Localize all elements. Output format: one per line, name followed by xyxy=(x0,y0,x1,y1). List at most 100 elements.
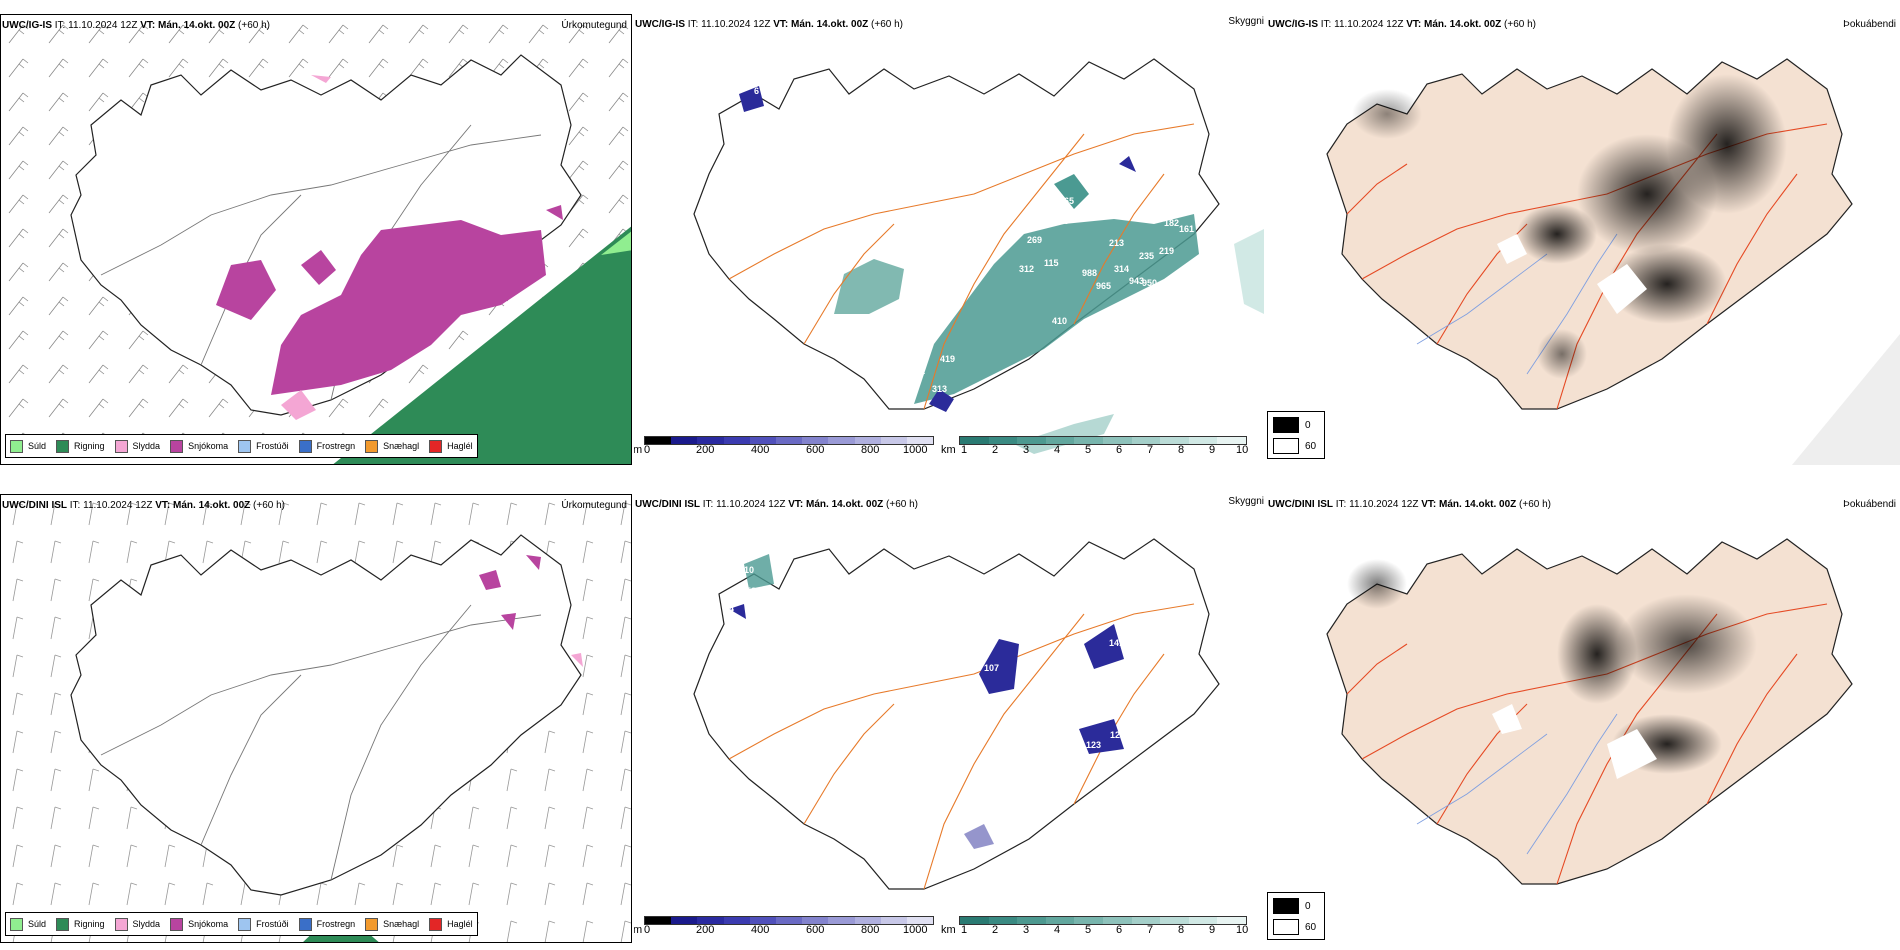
elevation-label: 235 xyxy=(1139,251,1154,261)
legend-item: Snjókoma xyxy=(170,917,228,931)
panel-header: UWC/DINI ISL IT: 11.10.2024 12Z VT: Mán.… xyxy=(2,500,286,511)
legend-swatch xyxy=(170,917,184,931)
panel-header: UWC/DINI ISL IT: 11.10.2024 12Z VT: Mán.… xyxy=(635,499,919,510)
elevation-label: 313 xyxy=(932,384,947,394)
elevation-label: 300 xyxy=(999,193,1014,203)
colorbar-tick: 2 xyxy=(992,444,999,456)
colorbar-tick: 1000 xyxy=(903,444,928,456)
colorbar-unit: m xyxy=(634,924,643,936)
visibility-panel-row1: 691 419 313 410 306 988 965 943 950 314 … xyxy=(634,14,1264,465)
legend-item: Snjókoma xyxy=(170,439,228,453)
legend-swatch xyxy=(56,917,70,931)
elevation-label: 6 xyxy=(754,86,759,96)
panel-header: UWC/IG-IS IT: 11.10.2024 12Z VT: Mán. 14… xyxy=(1268,19,1537,30)
precip-type-map xyxy=(1,15,631,464)
colorbar-tick: 200 xyxy=(696,444,715,456)
precip-type-map xyxy=(1,495,631,942)
colorbar-tick: 6 xyxy=(1116,924,1123,936)
elevation-label: 11 xyxy=(740,116,750,126)
legend-item: Súld xyxy=(10,439,46,453)
snow-area xyxy=(479,570,501,590)
elevation-label: 123 xyxy=(1086,740,1101,750)
elevation-label: 14 xyxy=(724,604,734,614)
fog-legend-row1: 0 60 xyxy=(1267,411,1325,459)
colorbar-segment xyxy=(1045,917,1075,924)
elevation-label: 119 xyxy=(977,238,992,248)
height-colorbar: m 0 200 400 600 800 1000 xyxy=(634,436,934,456)
colorbar-unit: km xyxy=(941,924,956,936)
elevation-label: 580 xyxy=(746,586,761,596)
elevation-label: 965 xyxy=(1096,281,1111,291)
panel-header: UWC/DINI ISL IT: 11.10.2024 12Z VT: Mán.… xyxy=(1268,499,1552,510)
elevation-label: 207 xyxy=(961,246,976,256)
colorbar-tick: 9 xyxy=(1209,924,1216,936)
colorbar-segment xyxy=(960,437,989,444)
precip-type-panel-row2: UWC/DINI ISL IT: 11.10.2024 12Z VT: Mán.… xyxy=(0,494,632,943)
elevation-label: 419 xyxy=(940,354,955,364)
elevation-label: 10 xyxy=(744,565,754,575)
legend-swatch xyxy=(56,439,70,453)
elevation-label: 141 xyxy=(1109,638,1124,648)
colorbar-segment xyxy=(1045,437,1075,444)
colorbar-segment xyxy=(828,437,855,444)
colorbar-segment xyxy=(723,437,750,444)
iceland-outline xyxy=(70,54,582,416)
colorbar-segment xyxy=(854,917,881,924)
legend-swatch xyxy=(170,439,184,453)
colorbar-segment xyxy=(906,917,934,924)
colorbar-tick: 7 xyxy=(1147,924,1154,936)
snow-area xyxy=(271,220,546,395)
colorbar-tick: 400 xyxy=(751,444,770,456)
legend-item: Frostúði xyxy=(238,439,289,453)
colorbar-segment xyxy=(1131,437,1161,444)
legend-swatch xyxy=(365,439,379,453)
legend-item: Snæhagl xyxy=(365,439,419,453)
panel-title: Úrkomutegund xyxy=(561,500,627,511)
elevation-label: 943 xyxy=(1129,276,1144,286)
visibility-map: 107 123 125 10 580 14 141 45 1 3 xyxy=(693,538,1220,890)
colorbar-segment xyxy=(749,437,776,444)
legend-swatch xyxy=(10,439,23,453)
visibility-panel-row2: 107 123 125 10 580 14 141 45 1 3 UWC/DIN… xyxy=(634,494,1264,944)
colorbar-segment xyxy=(828,917,855,924)
colorbar-segment xyxy=(775,437,803,444)
elevation-label: 691 xyxy=(910,366,925,376)
colorbar-tick: 400 xyxy=(751,924,770,936)
colorbar-segment xyxy=(1102,917,1132,924)
legend-item: Frostregn xyxy=(298,917,355,931)
colorbar-segment xyxy=(802,917,829,924)
panel-title: Skyggni xyxy=(1228,16,1264,27)
elevation-label: 314 xyxy=(1114,264,1129,274)
elevation-labels: 107 123 125 10 580 14 141 45 1 3 xyxy=(724,565,1159,750)
legend-item: Frostregn xyxy=(298,439,355,453)
colorbar-segment xyxy=(697,437,724,444)
legend-item: Slydda xyxy=(114,439,160,453)
legend-swatch xyxy=(10,917,23,931)
elevation-labels: 691 419 313 410 306 988 965 943 950 314 … xyxy=(740,86,1194,394)
elevation-label: 1 xyxy=(1019,621,1024,631)
precip-legend: Súld Rigning Slydda Snjókoma Frostúði Fr… xyxy=(5,434,478,458)
colorbar-tick: 0 xyxy=(644,444,651,456)
colorbar-segment xyxy=(854,437,881,444)
colorbar-tick: 10 xyxy=(1236,924,1249,936)
panel-header: UWC/IG-IS IT: 11.10.2024 12Z VT: Mán. 14… xyxy=(635,19,904,30)
colorbar-segment xyxy=(775,917,803,924)
colorbar-segment xyxy=(1131,917,1161,924)
fog-panel-row1: UWC/IG-IS IT: 11.10.2024 12Z VT: Mán. 14… xyxy=(1267,14,1900,465)
legend-swatch xyxy=(298,439,312,453)
colorbar-segment xyxy=(1102,437,1132,444)
legend-item: Haglél xyxy=(429,917,473,931)
elevation-label: 410 xyxy=(1052,316,1067,326)
legend-swatch xyxy=(114,917,128,931)
height-colorbar: m 0 200 400 600 800 1000 xyxy=(634,916,934,936)
height-colorbar-strip xyxy=(644,916,934,925)
colorbar-tick: 4 xyxy=(1054,924,1061,936)
panel-header: UWC/IG-IS IT: 11.10.2024 12Z VT: Mán. 14… xyxy=(2,20,271,31)
elevation-label: 107 xyxy=(984,663,999,673)
legend-item: Rigning xyxy=(56,439,105,453)
fog-light-swatch xyxy=(1273,438,1299,454)
colorbar-segment xyxy=(723,917,750,924)
colorbar-unit: m xyxy=(634,444,643,456)
fog-dark-swatch xyxy=(1273,417,1299,433)
elevation-label: 306 xyxy=(1062,334,1077,344)
